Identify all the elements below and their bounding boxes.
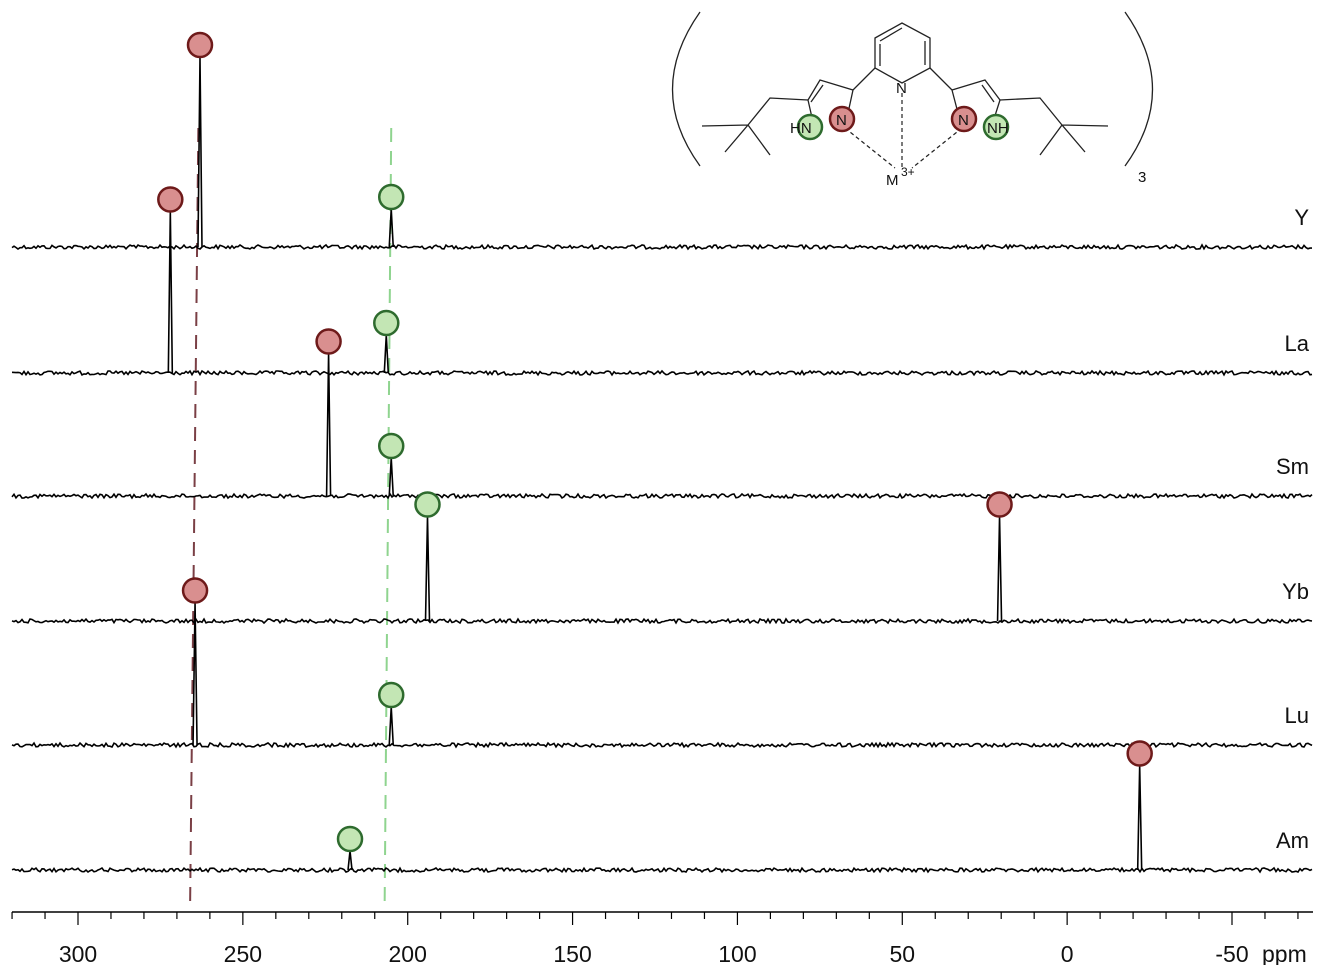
trace-label-sm: Sm — [1276, 454, 1309, 479]
coordination-bonds — [844, 93, 963, 169]
peak-la-1 — [167, 211, 174, 374]
peak-yb-2 — [996, 516, 1003, 622]
metal-charge-label: 3+ — [901, 165, 915, 179]
peak-markers — [157, 31, 1153, 853]
peak-yb-1 — [424, 516, 431, 622]
trace-label-y: Y — [1294, 205, 1309, 230]
x-tick-label: 50 — [889, 941, 915, 965]
ligand-structure-inset: 3 N HN N N NH M 3+ — [671, 11, 1154, 189]
right-n-label: N — [958, 112, 969, 129]
left-nh-marker — [796, 113, 824, 141]
x-axis-tick-labels: 300 250 200 150 100 50 0 -50 — [59, 941, 1249, 965]
x-tick-label: 0 — [1061, 941, 1074, 965]
left-parenthesis — [671, 11, 701, 167]
peak-y-1 — [197, 56, 203, 248]
metal-label: M — [886, 172, 899, 189]
x-axis: 300 250 200 150 100 50 0 -50 ppm — [11, 911, 1313, 965]
spectrum-trace-am — [11, 866, 1313, 874]
peak-la-2 — [383, 334, 390, 374]
pyridine-double-bonds — [879, 27, 926, 66]
right-nh-label: NH — [987, 120, 1009, 137]
reference-lines — [189, 127, 393, 906]
trace-label-la: La — [1285, 331, 1310, 356]
spectrum-trace-sm — [11, 492, 1313, 500]
peak-marker-sm-1 — [315, 328, 342, 355]
peak-marker-y-1 — [186, 31, 214, 59]
trace-label-am: Am — [1276, 828, 1309, 853]
peak-marker-la-1 — [157, 186, 184, 213]
reference-line-red — [189, 127, 200, 906]
peak-lu-2 — [388, 706, 395, 746]
x-axis-ticks — [11, 912, 1299, 925]
x-tick-label: 300 — [59, 941, 97, 965]
x-axis-label: ppm — [1262, 941, 1307, 965]
pyridine-ring — [874, 22, 931, 84]
peak-am-1 — [347, 850, 353, 871]
left-neopentyl — [701, 97, 809, 156]
stoichiometry-subscript: 3 — [1138, 169, 1146, 186]
spectrum-trace-y — [11, 243, 1312, 251]
right-n-marker — [950, 105, 978, 133]
peak-sm-2 — [388, 457, 395, 497]
x-tick-label: 150 — [553, 941, 591, 965]
peak-marker-sm-2 — [377, 432, 405, 460]
right-nh-marker — [982, 113, 1010, 141]
peak-marker-y-2 — [377, 183, 405, 211]
left-n-label: N — [836, 112, 847, 129]
x-tick-label: 250 — [224, 941, 262, 965]
x-tick-label: 200 — [389, 941, 427, 965]
right-parenthesis — [1124, 11, 1154, 167]
spectrum-trace-yb — [11, 617, 1313, 625]
spectrum-trace-lu — [11, 741, 1313, 749]
peak-marker-lu-2 — [377, 681, 405, 709]
spectra-traces — [11, 56, 1313, 874]
peak-marker-yb-2 — [986, 491, 1013, 518]
peak-am-2 — [1136, 765, 1143, 871]
trace-labels: Y La Sm Yb Lu Am — [1276, 205, 1310, 853]
peak-marker-yb-1 — [414, 491, 441, 518]
peak-marker-lu-1 — [181, 577, 209, 604]
trace-label-lu: Lu — [1285, 703, 1309, 728]
peak-marker-la-2 — [373, 309, 400, 337]
peak-marker-am-1 — [336, 825, 364, 853]
trace-label-yb: Yb — [1282, 579, 1309, 604]
peak-marker-am-2 — [1126, 740, 1153, 767]
left-nh-label: HN — [790, 120, 812, 137]
reference-line-green — [383, 127, 393, 906]
pyridine-n-label: N — [896, 80, 907, 97]
left-n-marker — [828, 105, 856, 133]
x-tick-label: -50 — [1215, 941, 1248, 965]
spectrum-trace-la — [11, 369, 1313, 377]
x-tick-label: 100 — [718, 941, 756, 965]
right-neopentyl — [999, 97, 1109, 156]
